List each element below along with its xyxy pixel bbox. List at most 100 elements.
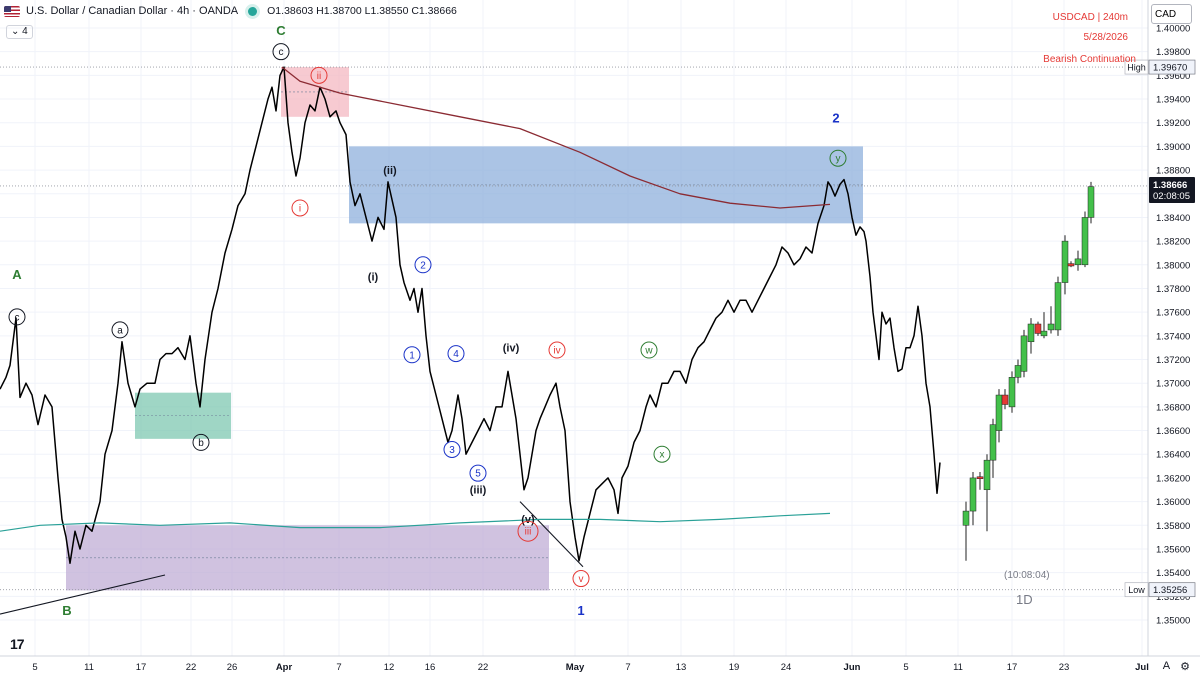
candle-body — [1020, 335, 1028, 372]
note-pair: USDCAD | 240m — [1052, 12, 1128, 23]
current-price-box — [1149, 176, 1195, 203]
price-tick: 1.38200 — [1156, 237, 1190, 248]
wave-circle — [8, 308, 26, 326]
candle-body — [969, 477, 977, 512]
wave-label: A — [12, 267, 22, 282]
wave-circle — [111, 321, 129, 339]
wave-circle — [192, 433, 210, 451]
time-tick: 26 — [227, 662, 238, 673]
candle-body — [1074, 258, 1082, 266]
price-tick: 1.36400 — [1156, 450, 1190, 461]
wave-label: c — [15, 312, 20, 323]
price-tick: 1.37000 — [1156, 379, 1190, 390]
currency-label: CAD — [1155, 8, 1177, 20]
wave-label: i — [299, 203, 301, 214]
tradingview-logo[interactable]: 17 — [10, 636, 25, 652]
wave-circle — [272, 43, 290, 61]
wave-circle — [443, 441, 461, 459]
time-tick: 17 — [136, 662, 147, 673]
candle-body — [995, 394, 1003, 431]
price-tick: 1.37800 — [1156, 284, 1190, 295]
price-tick: 1.35600 — [1156, 544, 1190, 555]
price-box-high — [1148, 59, 1196, 75]
us-canada-flag-icon — [4, 5, 20, 17]
wave-circle — [653, 445, 671, 463]
candle-body — [1034, 323, 1042, 334]
currency-button[interactable]: CAD — [1151, 4, 1192, 24]
settings-gear-icon[interactable]: ⚙ — [1180, 661, 1190, 673]
auto-scale-button[interactable]: A — [1162, 660, 1171, 672]
wave-circle — [403, 346, 421, 364]
time-tick: 5 — [32, 662, 37, 673]
wave-label: (iii) — [470, 485, 487, 497]
wave-circle — [517, 520, 539, 542]
time-axis[interactable]: 5 11 17 22 26 Apr 7 12 16 22 May 7 13 19 24 Jun 5 11 17 23 J… — [0, 655, 1200, 673]
countdown-text: 02:08:05 — [1153, 191, 1190, 202]
price-tick: 1.35800 — [1156, 521, 1190, 532]
market-status-icon — [248, 6, 258, 16]
price-tick: 1.36200 — [1156, 473, 1190, 484]
trendline — [0, 574, 166, 615]
wave-label: iv — [553, 346, 560, 357]
price-tick: 1.35200 — [1156, 592, 1190, 603]
time-tick: 24 — [781, 662, 792, 673]
wave-circle — [469, 464, 487, 482]
wave-circle — [548, 341, 566, 359]
time-tick: 12 — [384, 662, 395, 673]
wave-label: b — [198, 438, 204, 449]
candle-body — [1087, 186, 1095, 218]
time-tick: 7 — [336, 662, 341, 673]
wave-circle — [572, 570, 590, 588]
time-tick: 7 — [625, 662, 630, 673]
wave-circle — [291, 199, 309, 217]
time-tick: 11 — [84, 662, 94, 673]
time-tick: Jun — [844, 662, 861, 673]
wave-circle — [640, 341, 658, 359]
wave-label: 5 — [475, 469, 481, 480]
symbol-title[interactable]: U.S. Dollar / Canadian Dollar · 4h · OAN… — [26, 5, 239, 17]
price-tick: 1.39600 — [1156, 71, 1190, 82]
price-zones — [66, 67, 863, 591]
indicator-count: 4 — [22, 26, 28, 37]
price-tick: 1.36600 — [1156, 426, 1190, 437]
wave-label: a — [117, 325, 123, 336]
price-tick: 1.39000 — [1156, 142, 1190, 153]
time-tick: Jul — [1135, 662, 1149, 673]
time-tick: 22 — [186, 662, 197, 673]
wave-label: (i) — [368, 271, 379, 283]
wave-label: y — [836, 154, 841, 165]
candle-body — [1054, 282, 1062, 331]
price-tick: 1.35000 — [1156, 616, 1190, 627]
price-tick: 1.40000 — [1156, 24, 1190, 35]
wave-label: 4 — [453, 349, 459, 360]
price-tag-text: Low — [1128, 585, 1145, 595]
logo-text: 17 — [10, 636, 25, 652]
candle-body — [1008, 377, 1016, 408]
price-tick: 1.36000 — [1156, 497, 1190, 508]
price-tick: 1.39400 — [1156, 95, 1190, 106]
wave-label: 2 — [420, 260, 426, 271]
price-tick: 1.35400 — [1156, 568, 1190, 579]
wave-label: 1 — [577, 603, 584, 618]
price-tick: 1.38000 — [1156, 260, 1190, 271]
candle-body — [962, 510, 970, 526]
time-tick: 16 — [425, 662, 436, 673]
time-tick: May — [566, 662, 585, 673]
time-tick: 19 — [729, 662, 740, 673]
series-price — [0, 66, 941, 564]
wave-label: C — [276, 23, 286, 38]
time-tick: 17 — [1007, 662, 1018, 673]
indicator-collapse-button[interactable]: ⌄ 4 — [6, 25, 33, 39]
candle-body — [989, 424, 997, 461]
candle-body — [1067, 263, 1075, 267]
daily-candles — [962, 181, 1095, 561]
wave-circle — [447, 345, 465, 363]
price-tag-text: High — [1127, 63, 1146, 73]
wave-circle — [414, 256, 432, 274]
wave-label: (iv) — [503, 343, 520, 355]
price-axis[interactable]: 1.40000 1.39800 1.39600 1.39400 1.39200 1.390… — [1147, 0, 1200, 656]
trendline — [519, 501, 584, 568]
